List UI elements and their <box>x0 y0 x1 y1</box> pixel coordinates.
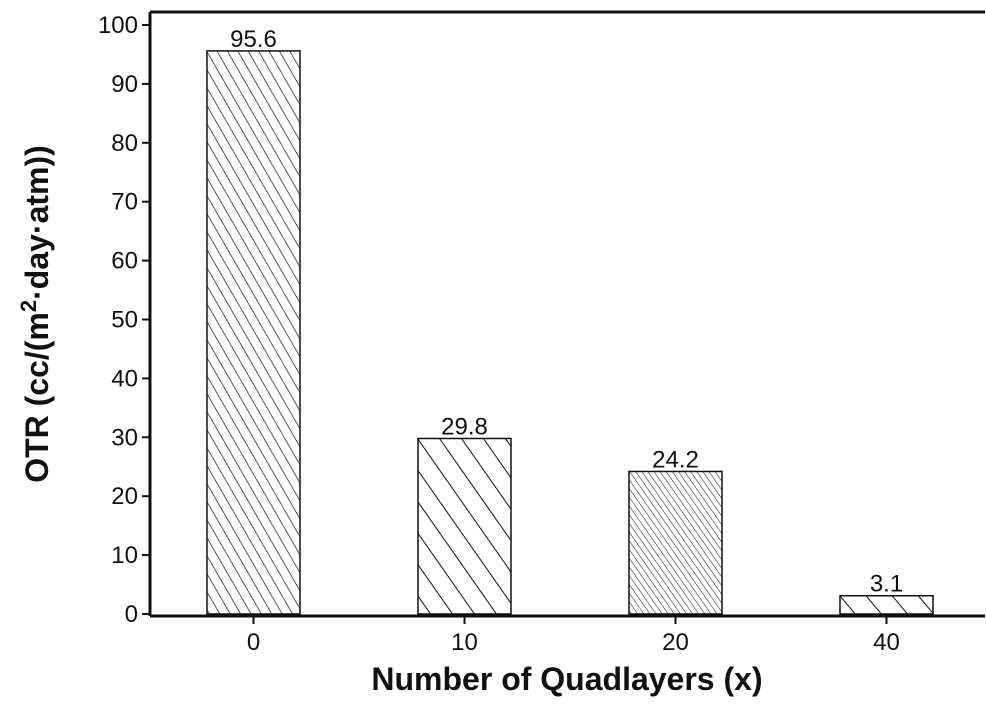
y-tick-label: 80 <box>111 130 138 157</box>
data-label-10: 29.8 <box>441 413 488 440</box>
y-tick-label: 40 <box>111 365 138 392</box>
y-axis-ticks: 0 10 20 30 40 50 60 70 80 90 100 <box>98 12 150 628</box>
y-tick-label: 70 <box>111 189 138 216</box>
bar-20 <box>628 470 723 615</box>
x-tick-label: 20 <box>662 629 689 656</box>
x-axis-title: Number of Quadlayers (x) <box>371 661 762 697</box>
y-tick-label: 0 <box>125 601 138 628</box>
x-tick-label: 0 <box>247 629 260 656</box>
data-label-40: 3.1 <box>870 571 903 598</box>
y-axis-title-part-2: ·day·atm)) <box>19 145 55 300</box>
x-tick-label: 40 <box>873 629 900 656</box>
y-tick-label: 90 <box>111 71 138 98</box>
x-tick-label: 10 <box>451 629 478 656</box>
y-tick-label: 50 <box>111 307 138 334</box>
y-axis-title-part-1: OTR (cc/(m <box>19 312 55 483</box>
y-tick-label: 20 <box>111 483 138 510</box>
y-axis-title-superscript: 2 <box>16 300 41 312</box>
bar-40 <box>839 594 934 615</box>
x-axis-ticks: 0 10 20 40 <box>247 616 900 656</box>
y-tick-label: 60 <box>111 248 138 275</box>
y-tick-label: 30 <box>111 424 138 451</box>
y-axis-title: OTR (cc/(m2·day·atm)) <box>16 145 55 483</box>
data-labels-group: 95.6 29.8 24.2 3.1 <box>230 26 903 598</box>
y-tick-label: 10 <box>111 542 138 569</box>
y-tick-label: 100 <box>98 12 138 39</box>
bar-0 <box>206 50 301 615</box>
bars-group <box>206 50 934 615</box>
data-label-0: 95.6 <box>230 26 277 53</box>
data-label-20: 24.2 <box>652 446 699 473</box>
bar-10 <box>417 437 512 615</box>
